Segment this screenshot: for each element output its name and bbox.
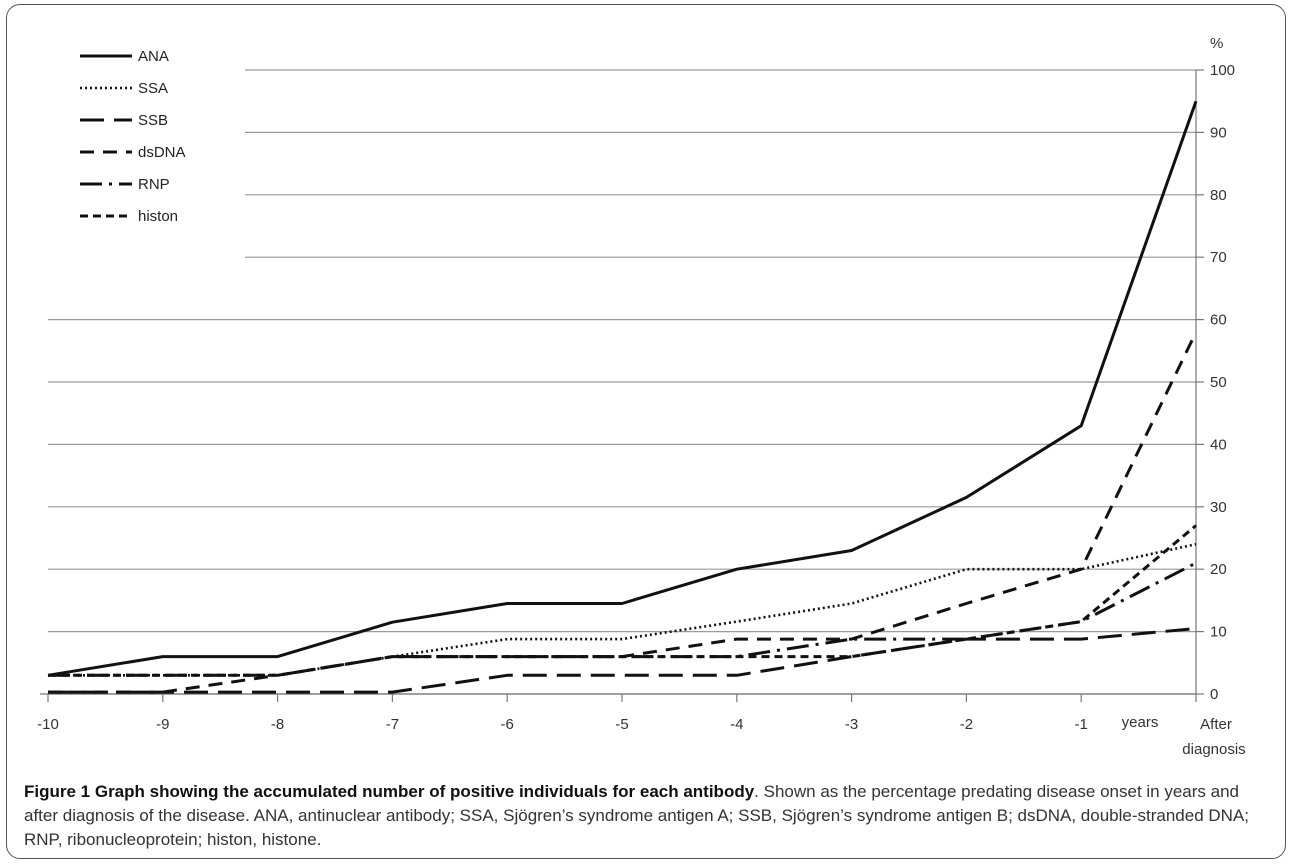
series-line-histon: [48, 524, 1197, 677]
y-tick-label: 60: [1210, 312, 1227, 329]
caption-text: . Shown as the percentage predating dise…: [24, 782, 1250, 849]
x-tick-label: -7: [386, 716, 399, 733]
y-tick-label: 70: [1210, 249, 1227, 266]
legend-label-dsdna: dsDNA: [138, 144, 186, 161]
legend-label-histon: histon: [138, 208, 178, 225]
x-tick-label: -10: [37, 716, 59, 733]
line-chart: 0 10 20 30 40 50 60 70 80 90 100 % -10 -9 -8 -7 -6 -5 -4…: [37, 35, 1246, 758]
legend-label-ana: ANA: [138, 48, 169, 65]
x-tick-label: After: [1200, 716, 1232, 733]
x-tick-label: -8: [271, 716, 284, 733]
x-tick-label: diagnosis: [1182, 741, 1245, 758]
legend-label-ssb: SSB: [138, 112, 168, 129]
x-tick-label: -6: [501, 716, 514, 733]
y-tick-label: 50: [1210, 374, 1227, 391]
x-tick-label: -2: [960, 716, 973, 733]
y-tick-label: 100: [1210, 62, 1235, 79]
x-tick-label: -3: [845, 716, 858, 733]
caption-title: Figure 1 Graph showing the accumulated n…: [24, 782, 755, 801]
y-tick-label: 10: [1210, 624, 1227, 641]
x-tick-label: -4: [730, 716, 743, 733]
x-tick-label: -5: [615, 716, 628, 733]
legend: ANA SSA SSB dsDNA RNP histon: [80, 48, 186, 225]
y-tick-label: 90: [1210, 124, 1227, 141]
y-tick-label: 0: [1210, 686, 1218, 703]
x-tick-label: -1: [1075, 716, 1088, 733]
x-axis-years-note: years: [1122, 714, 1159, 731]
series-lines: [47, 100, 1198, 694]
y-tick-label: 40: [1210, 436, 1227, 453]
legend-label-ssa: SSA: [138, 80, 168, 97]
y-axis-unit: %: [1210, 35, 1223, 52]
x-tick-label: -9: [156, 716, 169, 733]
series-line-ssb: [48, 627, 1197, 694]
series-line-rnp: [48, 561, 1197, 677]
y-tick-label: 30: [1210, 499, 1227, 516]
series-line-ana: [47, 100, 1198, 677]
y-axis-ticks: 0 10 20 30 40 50 60 70 80 90 100: [1195, 62, 1235, 703]
y-tick-label: 80: [1210, 187, 1227, 204]
grid-lines: [48, 69, 1196, 695]
legend-label-rnp: RNP: [138, 176, 170, 193]
y-tick-label: 20: [1210, 561, 1227, 578]
series-line-ssa: [48, 542, 1197, 677]
figure-caption: Figure 1 Graph showing the accumulated n…: [24, 780, 1274, 852]
x-axis: -10 -9 -8 -7 -6 -5 -4 -3 -2 -1 After diagnosis years: [37, 693, 1246, 758]
